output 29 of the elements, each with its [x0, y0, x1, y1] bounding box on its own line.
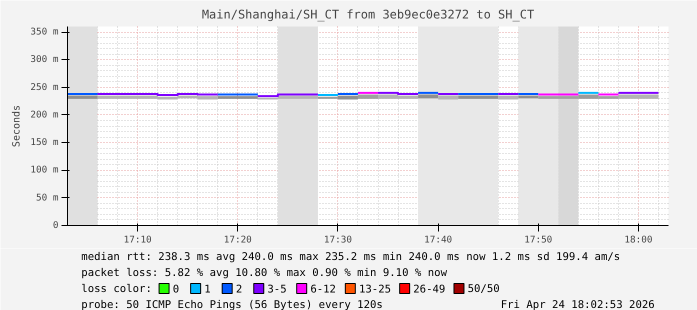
legend-label: 26-49 — [413, 282, 446, 296]
legend-label: 3-5 — [267, 282, 287, 296]
y-axis-title: Seconds — [11, 104, 22, 148]
legend-label: 1 — [204, 282, 211, 296]
y-tick-label: 250 m — [30, 82, 59, 93]
text: packet loss: 5.82 % avg 10.80 % max 0.90 % min 9.10 % now — [81, 266, 448, 279]
text: probe: 50 ICMP Echo Pings (56 Bytes) every 120s — [81, 298, 383, 310]
y-tick-label: 200 m — [30, 109, 59, 120]
legend-label: 2 — [236, 282, 242, 296]
text: median rtt: 238.3 ms avg 240.0 ms max 235.2 ms min 240.0 ms now 1.2 ms sd 199.4 am/s — [81, 250, 620, 263]
y-tick-label: 350 m — [30, 26, 59, 38]
y-tick-label: 0 — [52, 220, 59, 231]
y-tick-label: 300 m — [30, 54, 59, 66]
x-tick-label: 18:00 — [624, 234, 653, 246]
legend-title: loss color: — [81, 282, 152, 295]
text: Fri Apr 24 18:02:53 2026 — [500, 298, 655, 310]
x-tick-label: 17:20 — [224, 234, 252, 246]
y-tick-label: 50 m — [36, 192, 59, 204]
y-tick-label: 150 m — [30, 137, 59, 148]
x-tick-label: 17:50 — [524, 234, 553, 246]
chart-title: Main/Shanghai/SH_CT from 3eb9ec0e3272 to SH_CT — [202, 8, 534, 22]
x-tick-label: 17:40 — [424, 234, 453, 246]
legend-label: 13-25 — [358, 282, 392, 296]
legend-label: 50/50 — [468, 282, 500, 295]
legend-label: 6-12 — [310, 282, 336, 296]
legend-label: 0 — [172, 282, 180, 296]
x-tick-label: 17:10 — [124, 234, 152, 246]
y-tick-label: 100 m — [30, 164, 59, 176]
x-tick-label: 17:30 — [324, 234, 352, 246]
